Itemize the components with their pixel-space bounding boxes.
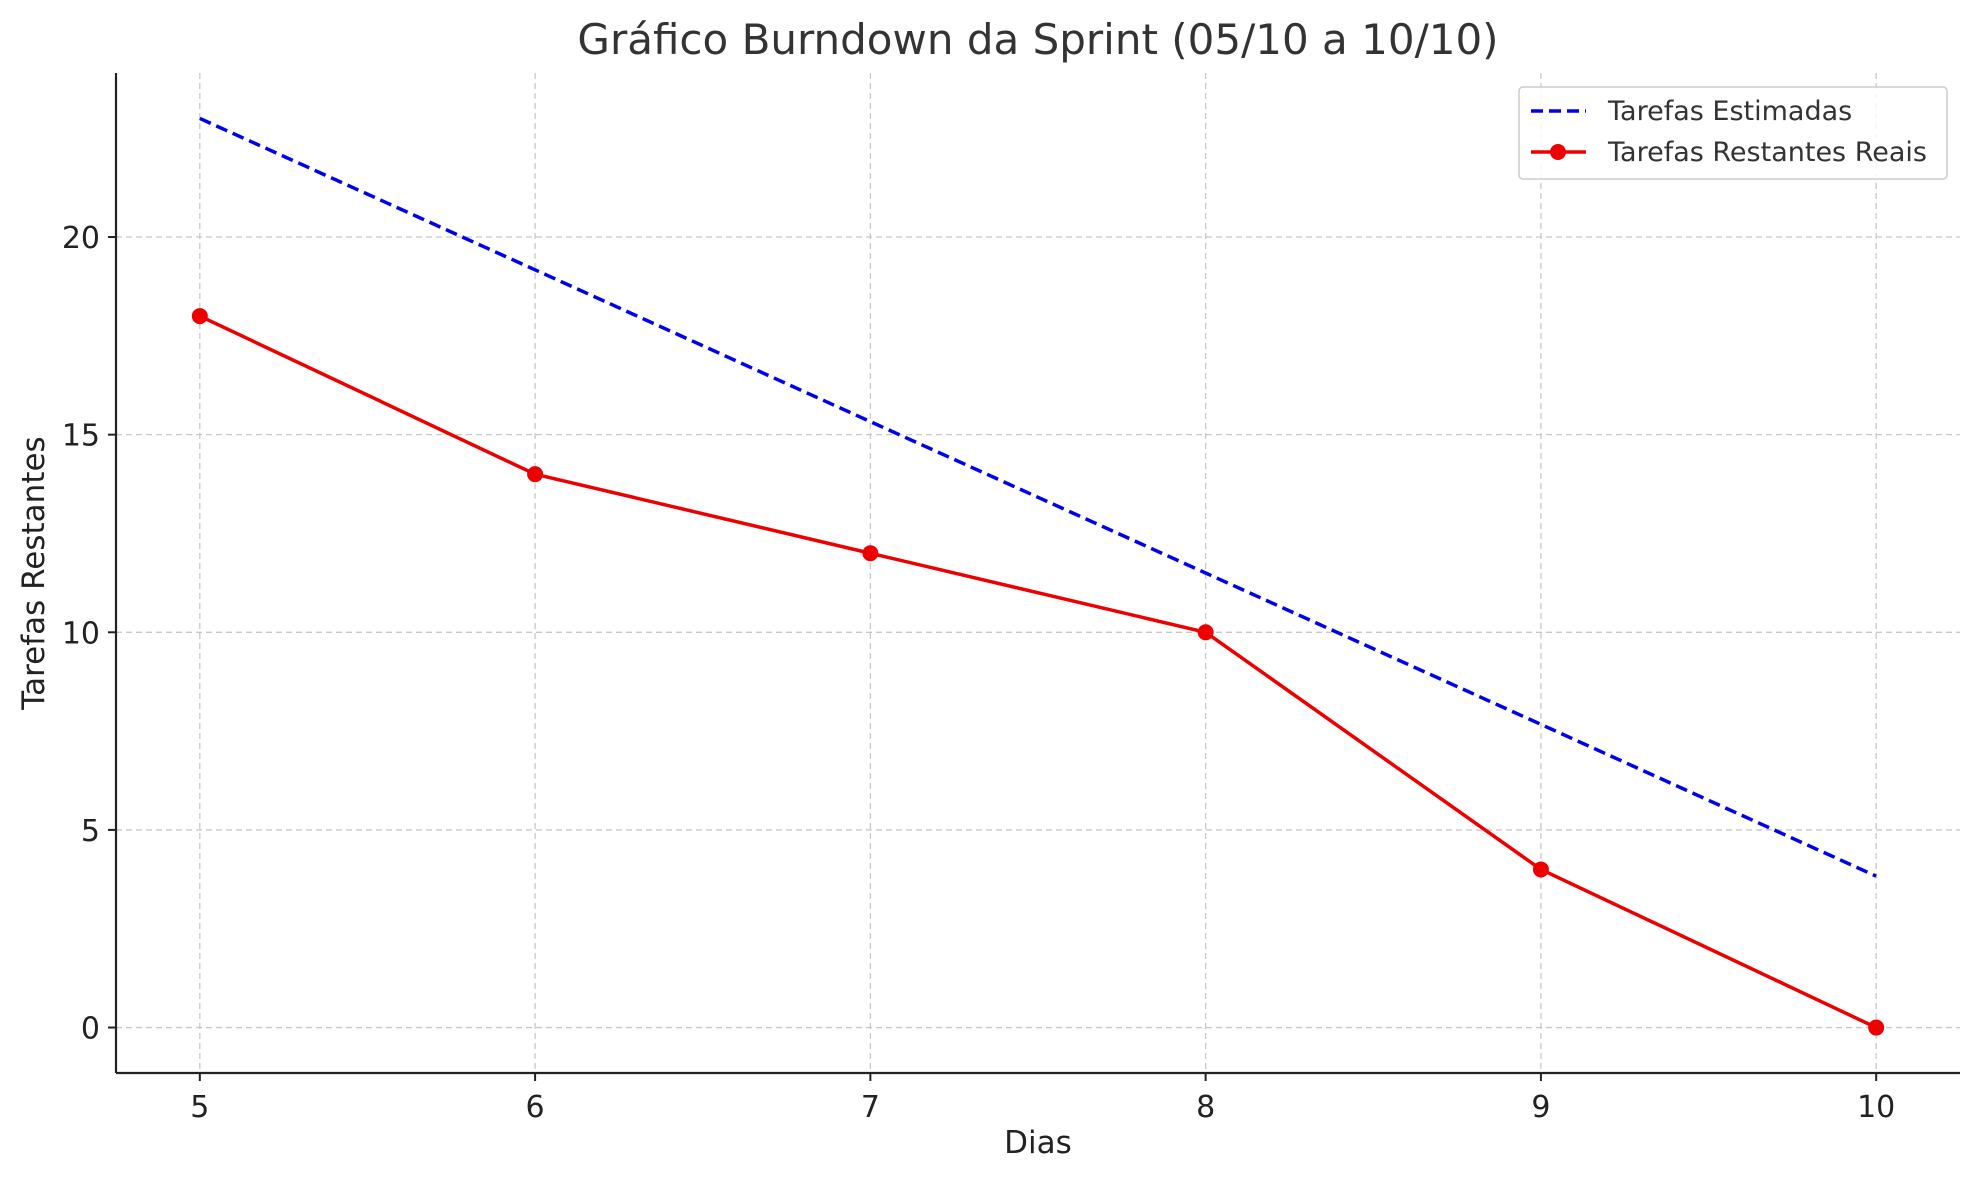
chart-title: Gráfico Burndown da Sprint (05/10 a 10/1… <box>577 15 1498 64</box>
legend-box <box>1518 86 1948 180</box>
y-tick-label-5: 5 <box>81 814 100 849</box>
data-point-1-2 <box>862 545 879 562</box>
axes <box>108 73 1960 1081</box>
tick-labels: 5 6 7 8 9 10 0 5 10 15 20 <box>62 221 1895 1125</box>
legend-label-estimated: Tarefas Estimadas <box>1607 96 1852 127</box>
legend-label-actual: Tarefas Restantes Reais <box>1607 137 1927 168</box>
data-point-1-1 <box>527 466 544 483</box>
data-point-1-0 <box>191 308 208 325</box>
y-axis-label: Tarefas Restantes <box>16 436 52 710</box>
x-axis-label: Dias <box>1004 1125 1072 1161</box>
series-line-1 <box>199 314 1877 1030</box>
x-tick-label-9: 9 <box>1531 1090 1550 1125</box>
data-point-1-5 <box>1868 1019 1885 1036</box>
x-tick-label-6: 6 <box>526 1090 545 1125</box>
y-tick-label-15: 15 <box>62 419 100 454</box>
y-tick-label-0: 0 <box>81 1012 100 1047</box>
x-tick-label-5: 5 <box>190 1090 209 1125</box>
data-point-1-3 <box>1197 624 1214 641</box>
x-tick-label-7: 7 <box>861 1090 880 1125</box>
x-tick-label-8: 8 <box>1196 1090 1215 1125</box>
series-layer <box>191 116 1885 1036</box>
y-tick-label-10: 10 <box>62 616 100 651</box>
legend: Tarefas Estimadas Tarefas Restantes Reai… <box>1518 86 1948 180</box>
data-point-1-4 <box>1532 861 1549 878</box>
legend-marker-actual <box>1550 144 1566 160</box>
x-tick-label-10: 10 <box>1857 1090 1895 1125</box>
y-tick-label-20: 20 <box>62 221 100 256</box>
series-line-0 <box>199 116 1877 878</box>
